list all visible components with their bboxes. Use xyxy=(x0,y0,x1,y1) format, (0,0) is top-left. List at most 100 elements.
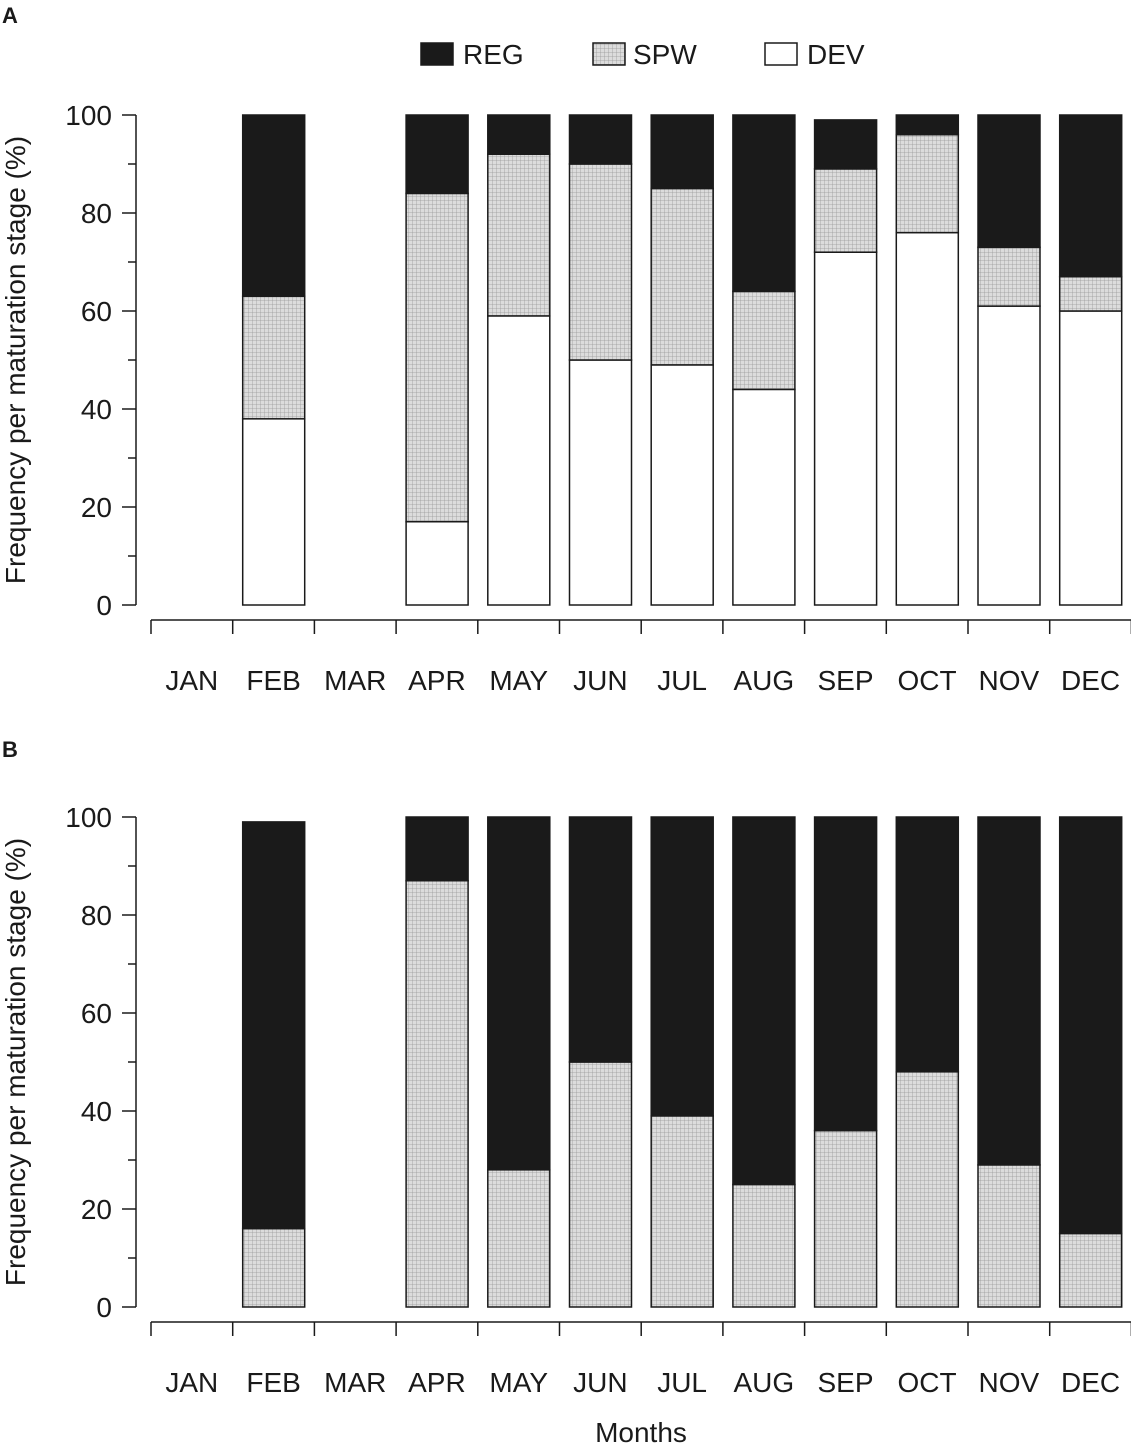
bar-reg-jul xyxy=(650,816,714,1117)
x-tick-label-may: MAY xyxy=(489,665,548,696)
x-tick-label-mar: MAR xyxy=(324,1367,386,1398)
bar-dev-jul xyxy=(650,364,714,606)
y-tick-label: 60 xyxy=(81,296,112,327)
x-tick-label-oct: OCT xyxy=(898,665,957,696)
y-tick-label: 0 xyxy=(96,1292,112,1323)
bar-reg-aug xyxy=(732,114,796,293)
bars-b xyxy=(241,816,1123,1308)
bar-reg-may xyxy=(487,114,551,155)
legend: REG SPW DEV xyxy=(420,39,865,70)
bars-a xyxy=(241,114,1123,606)
panel-label-b: B xyxy=(2,737,18,762)
y-axis-a: 0 20 40 60 80 100 xyxy=(65,100,137,621)
bar-spw-feb xyxy=(241,295,306,420)
y-tick-label: 100 xyxy=(65,802,112,833)
y-axis-title-a: Frequency per maturation stage (%) xyxy=(0,136,31,584)
bar-reg-apr xyxy=(405,114,469,195)
x-tick-label-sep: SEP xyxy=(817,1367,873,1398)
legend-label-reg: REG xyxy=(463,39,524,70)
x-tick-label-feb: FEB xyxy=(246,665,300,696)
bar-spw-jun xyxy=(568,1061,633,1308)
bar-dev-may xyxy=(487,315,551,606)
x-tick-label-jun: JUN xyxy=(573,665,627,696)
legend-swatch-dev xyxy=(764,42,798,66)
y-tick-label: 40 xyxy=(81,394,112,425)
y-tick-label: 40 xyxy=(81,1096,112,1127)
y-tick-label: 20 xyxy=(81,1194,112,1225)
x-axis-b: JAN FEB MAR APR MAY JUN JUL AUG SEP OCT NOV DEC xyxy=(150,1321,1131,1398)
bar-spw-jul xyxy=(650,1115,714,1308)
bar-spw-may xyxy=(487,1169,551,1308)
x-tick-label-apr: APR xyxy=(408,1367,466,1398)
x-tick-label-may: MAY xyxy=(489,1367,548,1398)
x-tick-label-nov: NOV xyxy=(979,665,1040,696)
bar-reg-jun xyxy=(568,114,633,165)
bar-reg-feb xyxy=(241,821,306,1230)
x-axis-title: Months xyxy=(595,1417,687,1447)
x-tick-label-aug: AUG xyxy=(733,665,794,696)
bar-dev-nov xyxy=(977,305,1041,606)
legend-swatch-spw xyxy=(592,42,626,66)
y-axis-title-b: Frequency per maturation stage (%) xyxy=(0,838,31,1286)
bar-dev-apr xyxy=(405,520,469,606)
legend-label-spw: SPW xyxy=(633,39,697,70)
bar-dev-jun xyxy=(568,359,633,606)
bar-reg-jul xyxy=(650,114,714,190)
y-tick-label: 60 xyxy=(81,998,112,1029)
bar-reg-nov xyxy=(977,114,1041,249)
bar-reg-oct xyxy=(895,816,960,1073)
bar-spw-apr xyxy=(405,879,469,1308)
panel-b: B Frequency per maturation stage (%) 0 20… xyxy=(0,737,1131,1447)
bar-reg-may xyxy=(487,816,551,1171)
x-tick-label-dec: DEC xyxy=(1061,665,1120,696)
x-tick-label-mar: MAR xyxy=(324,665,386,696)
legend-item-dev: DEV xyxy=(764,39,865,70)
bar-spw-dec xyxy=(1058,1232,1123,1308)
x-axis-a: JAN FEB MAR APR MAY JUN JUL AUG SEP OCT NOV DEC xyxy=(150,619,1131,696)
x-tick-label-oct: OCT xyxy=(898,1367,957,1398)
bar-spw-nov xyxy=(977,1164,1041,1308)
panel-label-a: A xyxy=(2,3,18,28)
bar-spw-jun xyxy=(568,163,633,361)
bar-reg-aug xyxy=(732,816,796,1186)
legend-swatch-reg xyxy=(420,42,454,66)
bar-reg-dec xyxy=(1058,816,1123,1235)
y-tick-label: 100 xyxy=(65,100,112,131)
bar-reg-dec xyxy=(1058,114,1123,278)
y-tick-label: 0 xyxy=(96,590,112,621)
bar-spw-aug xyxy=(732,290,796,391)
bar-reg-sep xyxy=(813,816,878,1132)
bar-spw-jul xyxy=(650,187,714,366)
y-axis-b: 0 20 40 60 80 100 xyxy=(65,802,137,1323)
bar-spw-may xyxy=(487,153,551,317)
x-tick-label-feb: FEB xyxy=(246,1367,300,1398)
bar-dev-dec xyxy=(1058,310,1123,606)
panel-a: A Frequency per maturation stage (%) 0 20… xyxy=(0,3,1131,696)
bar-spw-sep xyxy=(813,168,878,253)
bar-spw-dec xyxy=(1058,275,1123,312)
bar-spw-oct xyxy=(895,1071,960,1308)
bar-spw-aug xyxy=(732,1183,796,1308)
legend-item-reg: REG xyxy=(420,39,524,70)
bar-reg-jun xyxy=(568,816,633,1063)
bar-reg-oct xyxy=(895,114,960,136)
legend-label-dev: DEV xyxy=(807,39,865,70)
bar-dev-feb xyxy=(241,418,306,606)
x-tick-label-jul: JUL xyxy=(657,1367,707,1398)
x-tick-label-jun: JUN xyxy=(573,1367,627,1398)
bar-dev-aug xyxy=(732,388,796,606)
bar-dev-sep xyxy=(813,251,878,606)
bar-spw-apr xyxy=(405,192,469,523)
bar-reg-nov xyxy=(977,816,1041,1166)
bar-spw-sep xyxy=(813,1129,878,1308)
bar-dev-oct xyxy=(895,231,960,606)
x-tick-label-aug: AUG xyxy=(733,1367,794,1398)
y-tick-label: 20 xyxy=(81,492,112,523)
x-tick-label-jan: JAN xyxy=(165,1367,218,1398)
y-tick-label: 80 xyxy=(81,198,112,229)
x-tick-label-dec: DEC xyxy=(1061,1367,1120,1398)
x-tick-label-apr: APR xyxy=(408,665,466,696)
x-tick-label-jul: JUL xyxy=(657,665,707,696)
y-tick-label: 80 xyxy=(81,900,112,931)
